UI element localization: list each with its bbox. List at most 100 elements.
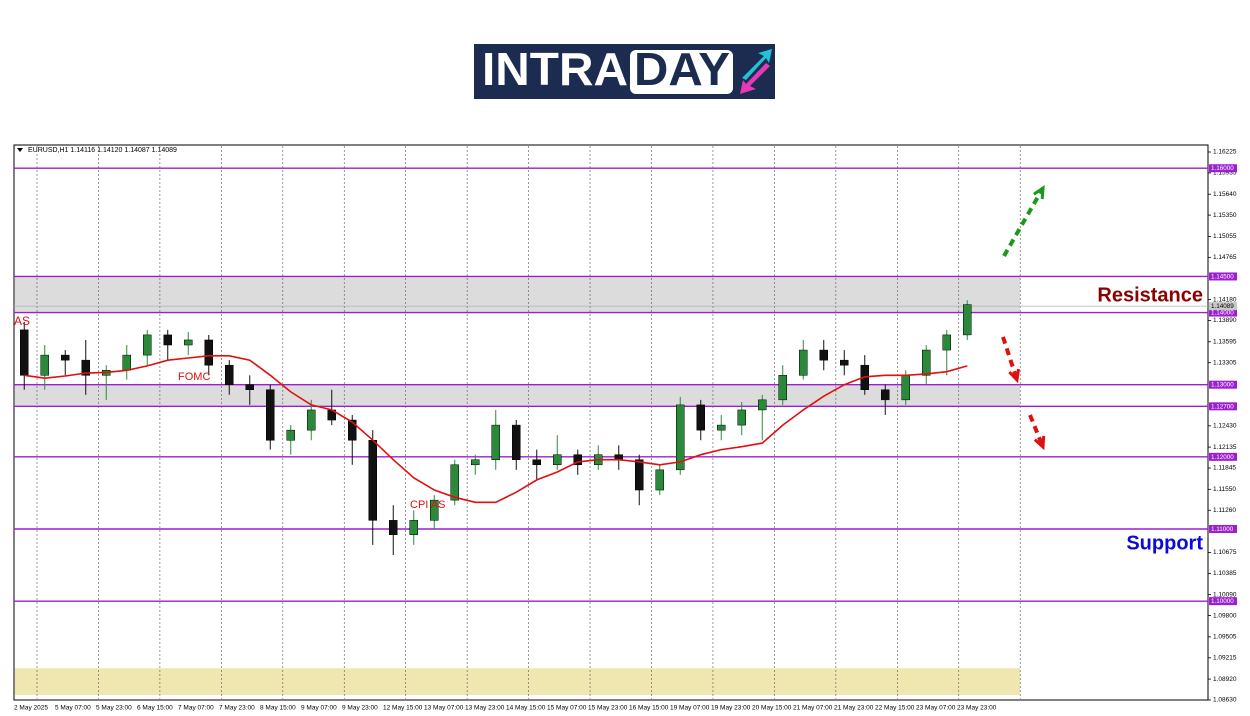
arrow-head — [1008, 368, 1020, 384]
x-tick-label: 14 May 15:00 — [506, 705, 546, 712]
x-tick-label: 16 May 15:00 — [629, 705, 669, 712]
candle-body — [676, 404, 685, 471]
arrow-shaft — [1001, 336, 1019, 381]
candle-body — [184, 339, 193, 346]
y-tick-label: 1.16225 — [1213, 149, 1237, 156]
plot-frame — [13, 144, 1209, 701]
candle-body — [799, 349, 808, 376]
y-tick-label: 1.10675 — [1213, 549, 1237, 556]
candle-body — [840, 359, 849, 366]
y-tick-label: 1.12430 — [1213, 423, 1237, 430]
logo-box — [630, 50, 733, 94]
x-tick-label: 19 May 23:00 — [711, 705, 751, 712]
x-tick-label: 19 May 07:00 — [670, 705, 710, 712]
logo-text: INTRA — [482, 43, 628, 95]
logo-text: DAY — [634, 43, 730, 95]
level-label: 1.11000 — [1211, 526, 1234, 533]
x-tick-label: 21 May 07:00 — [793, 705, 833, 712]
y-tick-label: 1.15935 — [1213, 170, 1237, 177]
x-tick-label: 23 May 07:00 — [916, 705, 956, 712]
level-label-box — [1209, 452, 1237, 461]
candle-body — [655, 469, 664, 491]
level-label: 1.12700 — [1211, 403, 1234, 410]
candle-body — [450, 464, 459, 501]
x-tick-label: 23 May 23:00 — [957, 705, 997, 712]
level-label: 1.14000 — [1211, 310, 1234, 317]
candle-body — [491, 424, 500, 460]
y-tick-label: 1.11260 — [1213, 507, 1236, 514]
candle-body — [40, 354, 49, 376]
y-tick-label: 1.15055 — [1213, 233, 1237, 240]
x-tick-label: 5 May 23:00 — [96, 705, 132, 712]
level-label-box — [1209, 272, 1237, 281]
candle-body — [81, 359, 90, 376]
candle-body — [758, 399, 767, 411]
y-tick-label: 1.15640 — [1213, 191, 1237, 198]
annotation: Resistance — [1097, 284, 1203, 306]
candle-body — [901, 375, 910, 401]
candle-body — [307, 409, 316, 431]
level-label: 1.12000 — [1211, 454, 1234, 461]
x-tick-label: 2 May 2025 — [14, 705, 48, 712]
level-label-box — [1209, 164, 1237, 173]
candle-body — [122, 354, 131, 371]
x-tick-label: 13 May 07:00 — [424, 705, 464, 712]
y-tick-label: 1.14765 — [1213, 254, 1237, 261]
x-tick-label: 20 May 15:00 — [752, 705, 792, 712]
x-tick-label: 22 May 15:00 — [875, 705, 915, 712]
annotation: AS — [14, 314, 30, 328]
candle-body — [430, 499, 439, 521]
candle-body — [368, 439, 377, 521]
level-label-box — [1209, 402, 1237, 411]
candle-body — [266, 389, 275, 441]
x-tick-label: 21 May 23:00 — [834, 705, 874, 712]
candle-body — [143, 334, 152, 356]
x-tick-label: 5 May 07:00 — [55, 705, 91, 712]
y-tick-label: 1.09505 — [1213, 634, 1237, 641]
x-tick-label: 9 May 23:00 — [342, 705, 378, 712]
candle-body — [532, 459, 541, 466]
y-tick-label: 1.09215 — [1213, 655, 1237, 662]
candle-body — [389, 520, 398, 536]
candle-body — [942, 334, 951, 351]
level-label-box — [1209, 597, 1237, 606]
candle-body — [717, 424, 726, 431]
y-tick-label: 1.09800 — [1213, 612, 1237, 619]
candle-body — [635, 459, 644, 491]
candle-body — [225, 364, 234, 385]
annotation: FOMC — [178, 371, 210, 383]
level-label-box — [1209, 380, 1237, 389]
x-tick-label: 15 May 07:00 — [547, 705, 587, 712]
logo-arrow — [740, 63, 770, 94]
y-tick-label: 1.14180 — [1213, 296, 1237, 303]
candle-body — [696, 404, 705, 431]
candle-body — [553, 454, 562, 466]
candle-body — [204, 339, 213, 366]
candle-body — [512, 424, 521, 460]
candle-body — [778, 375, 787, 401]
x-tick-label: 15 May 23:00 — [588, 705, 628, 712]
x-tick-label: 12 May 15:00 — [383, 705, 423, 712]
candle-body — [61, 354, 70, 361]
y-tick-label: 1.10090 — [1213, 591, 1237, 598]
logo: INTRA DAY — [474, 43, 775, 99]
candle-body — [963, 304, 972, 336]
x-tick-label: 13 May 23:00 — [465, 705, 505, 712]
y-tick-label: 1.12135 — [1213, 444, 1237, 451]
candle-body — [922, 349, 931, 376]
symbol-line: EURUSD,H1 1.14116 1.14120 1.14087 1.1408… — [28, 147, 177, 154]
level-label: 1.13000 — [1211, 382, 1234, 389]
level-label-box — [1209, 524, 1237, 533]
annotation: CPI AS — [410, 499, 445, 511]
candle-body — [819, 349, 828, 361]
level-label: 1.10000 — [1211, 598, 1234, 605]
zone — [15, 276, 1020, 313]
candle-body — [737, 409, 746, 426]
last-price-label: 1.14089 — [1211, 303, 1234, 310]
candle-body — [245, 384, 254, 390]
candle-body — [348, 419, 357, 441]
candle-body — [163, 334, 172, 346]
arrow-shaft — [1028, 414, 1045, 448]
